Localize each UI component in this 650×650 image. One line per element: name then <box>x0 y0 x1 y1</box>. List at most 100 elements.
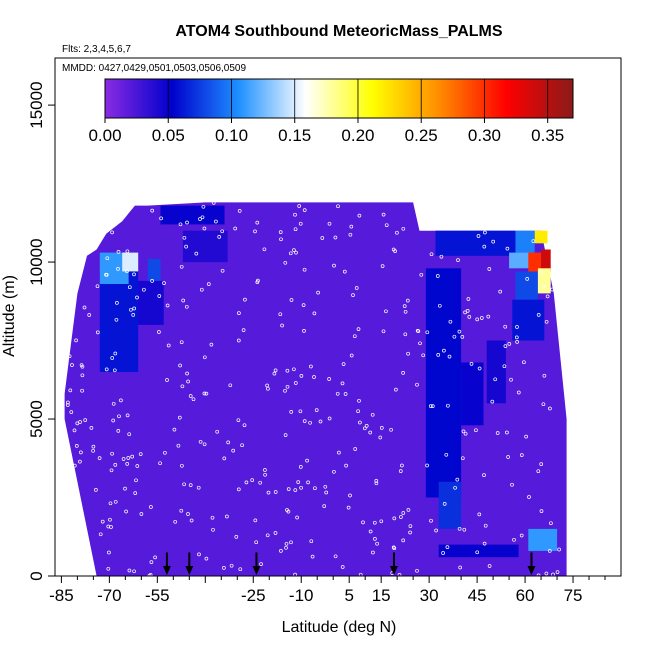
sample-point <box>293 227 298 232</box>
sample-point <box>250 478 255 482</box>
sample-point <box>531 239 536 243</box>
chart-subtitle-dates: MMDD: 0427,0429,0501,0503,0506,0509 <box>62 63 246 74</box>
sample-point <box>415 328 420 333</box>
sample-point <box>185 371 189 376</box>
sample-point <box>266 490 271 495</box>
sample-point <box>292 367 296 372</box>
sample-point <box>469 362 474 366</box>
sample-point <box>82 305 87 310</box>
sample-point <box>337 450 341 455</box>
sample-point <box>418 341 422 346</box>
heatmap-cell <box>438 481 462 529</box>
heatmap-cell <box>512 299 545 341</box>
sample-point <box>202 355 207 360</box>
sample-point <box>196 485 201 490</box>
sample-point <box>121 457 126 461</box>
sample-point <box>241 328 246 332</box>
sample-point <box>148 573 153 576</box>
sample-point <box>139 512 144 516</box>
sample-point <box>127 568 132 573</box>
sample-point <box>293 381 298 385</box>
sample-point <box>316 290 320 295</box>
sample-point <box>178 222 183 227</box>
sample-point <box>436 353 441 357</box>
sample-point <box>538 270 543 275</box>
sample-point <box>313 486 317 491</box>
sample-point <box>185 220 189 225</box>
sample-point <box>439 254 444 259</box>
sample-point <box>483 523 488 528</box>
sample-point <box>550 287 554 292</box>
sample-point <box>402 304 407 308</box>
sample-point <box>391 247 396 252</box>
sample-point <box>163 450 167 455</box>
sample-point <box>87 313 92 317</box>
sample-point <box>487 564 492 568</box>
sample-point <box>89 426 94 430</box>
sample-point <box>202 442 207 447</box>
sample-point <box>495 431 500 435</box>
sample-point <box>442 348 446 353</box>
sample-point <box>430 404 435 408</box>
sample-point <box>157 294 162 298</box>
sample-point <box>296 480 301 484</box>
sample-point <box>111 418 116 423</box>
sample-point <box>527 495 531 499</box>
sample-point <box>336 204 340 209</box>
sample-point <box>116 250 121 254</box>
sample-point <box>142 287 146 292</box>
sample-point <box>516 390 521 395</box>
sample-point <box>555 570 560 574</box>
sample-point <box>266 386 270 391</box>
sample-point <box>408 530 412 535</box>
sample-point <box>401 226 406 231</box>
profile-arrow <box>252 552 261 575</box>
sample-point <box>153 555 157 560</box>
sample-point <box>403 309 408 314</box>
sample-point <box>184 304 189 309</box>
sample-point <box>536 469 541 474</box>
sample-point <box>293 572 297 576</box>
sample-point <box>370 412 375 417</box>
sample-point <box>206 282 211 286</box>
sample-point <box>457 526 462 531</box>
sample-point <box>548 406 552 411</box>
sample-point <box>112 368 117 373</box>
sample-point <box>234 535 239 539</box>
sample-point <box>374 479 379 483</box>
sample-point <box>405 298 410 303</box>
profile-arrows <box>162 552 536 575</box>
sample-point <box>119 398 123 403</box>
sample-point <box>324 490 329 495</box>
sample-point <box>179 264 184 269</box>
sample-point <box>236 487 241 492</box>
sample-point <box>91 444 96 449</box>
heatmap-cell <box>534 230 548 244</box>
sample-point <box>341 362 346 366</box>
sample-point <box>305 458 309 463</box>
sample-point <box>358 572 363 576</box>
sample-point <box>191 397 196 402</box>
sample-point <box>181 298 186 303</box>
sample-point <box>209 342 214 347</box>
sample-point <box>541 402 546 407</box>
sample-point <box>292 248 296 252</box>
profile-arrow <box>527 552 536 575</box>
sample-point <box>259 562 263 566</box>
sample-point <box>490 399 495 404</box>
heatmap-cell <box>537 268 551 294</box>
sample-point <box>335 391 340 396</box>
sample-point <box>228 383 233 388</box>
sample-point <box>173 519 178 524</box>
sample-point <box>327 377 331 381</box>
sample-point <box>177 415 182 420</box>
heatmap-cell <box>541 249 551 272</box>
sample-point <box>314 408 319 412</box>
sample-point <box>255 220 260 225</box>
sample-point <box>262 247 267 252</box>
x-tick-label: -70 <box>97 586 122 605</box>
x-tick-label: 5 <box>344 586 353 605</box>
sample-point <box>419 272 424 277</box>
sample-point <box>182 482 186 487</box>
sample-point <box>332 469 336 474</box>
